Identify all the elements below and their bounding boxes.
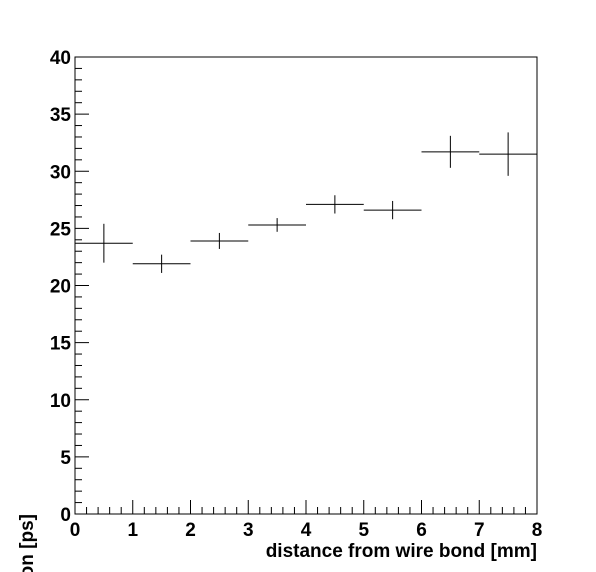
y-tick-label: 10 <box>50 391 71 412</box>
x-tick-label: 8 <box>532 520 543 541</box>
x-tick-label: 6 <box>416 520 427 541</box>
data-point <box>248 218 306 232</box>
data-point <box>364 201 422 219</box>
data-point <box>191 233 249 249</box>
x-tick-label: 7 <box>474 520 485 541</box>
data-point <box>479 132 537 175</box>
plot-frame <box>75 57 537 514</box>
y-tick-label: 25 <box>50 219 72 240</box>
data-point <box>133 255 191 273</box>
y-tick-label: 20 <box>50 277 71 298</box>
x-tick-label: 5 <box>358 520 369 541</box>
x-tick-label: 2 <box>185 520 196 541</box>
tick-labels: 0 1 2 3 4 5 6 7 8 0 5 10 15 20 25 30 35 40 <box>50 48 542 541</box>
y-tick-label: 0 <box>60 505 71 526</box>
y-tick-label: 35 <box>50 105 72 126</box>
data-point <box>75 224 133 263</box>
y-tick-label: 40 <box>50 48 71 69</box>
y-axis-title: time resolution [ps] <box>17 514 38 572</box>
x-tick-label: 3 <box>243 520 254 541</box>
x-tick-label: 4 <box>301 520 312 541</box>
y-tick-label: 30 <box>50 162 71 183</box>
axis-ticks <box>75 57 537 514</box>
x-axis-title: distance from wire bond [mm] <box>266 541 537 562</box>
y-tick-label: 5 <box>60 448 71 469</box>
x-tick-label: 0 <box>70 520 81 541</box>
data-point <box>306 195 364 213</box>
x-tick-label: 1 <box>127 520 138 541</box>
data-points <box>75 132 537 273</box>
data-point <box>422 136 480 168</box>
y-tick-label: 15 <box>50 334 72 355</box>
